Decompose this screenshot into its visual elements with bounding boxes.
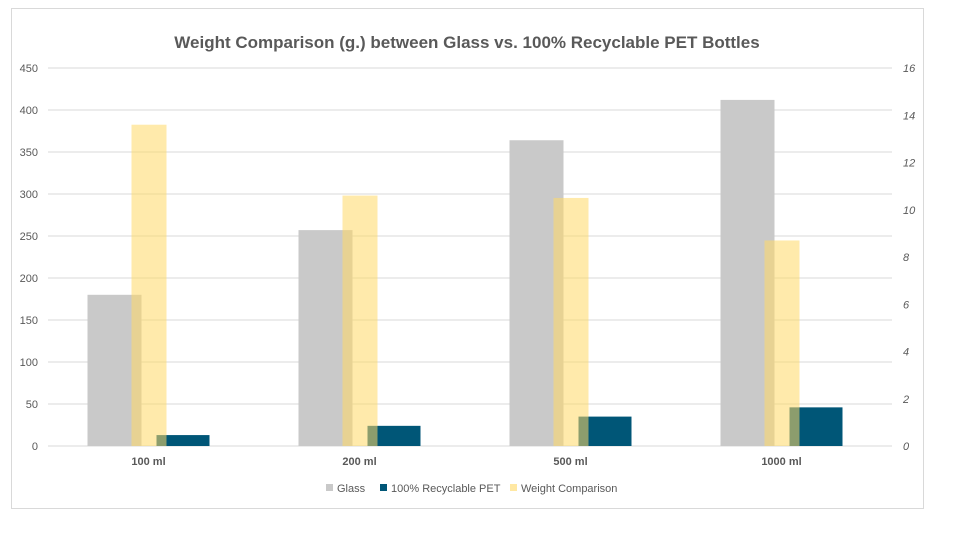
y2-tick-label: 16 [903,63,916,75]
y-tick-label: 350 [20,147,38,159]
bar-pet [156,435,210,446]
y-tick-label: 0 [32,441,38,453]
y2-tick-label: 8 [903,252,910,264]
y-tick-label: 50 [26,399,38,411]
bar-weight-comparison [342,195,378,446]
y2-tick-label: 4 [903,347,909,359]
y2-tick-label: 10 [903,205,916,217]
y-tick-label: 300 [20,189,38,201]
y2-tick-label: 0 [903,441,910,453]
legend-label: Glass [337,483,366,495]
legend-label: 100% Recyclable PET [391,483,501,495]
legend-swatch [326,484,333,491]
x-tick-label: 1000 ml [761,456,801,468]
y-tick-label: 150 [20,315,38,327]
y2-tick-label: 6 [903,299,910,311]
y-tick-label: 450 [20,63,38,75]
y-tick-label: 250 [20,231,38,243]
x-tick-label: 100 ml [131,456,165,468]
y2-tick-label: 14 [903,110,915,122]
x-tick-label: 200 ml [342,456,376,468]
bar-weight-comparison [764,240,800,446]
x-tick-label: 500 ml [553,456,587,468]
chart-title: Weight Comparison (g.) between Glass vs.… [174,33,759,52]
legend-swatch [510,484,517,491]
y-tick-label: 400 [20,105,38,117]
legend-label: Weight Comparison [521,483,617,495]
bar-pet [367,425,421,446]
bar-weight-comparison [553,197,589,446]
legend-swatch [380,484,387,491]
bar-weight-comparison [131,124,167,446]
y-tick-label: 100 [20,357,38,369]
y2-tick-label: 12 [903,158,915,170]
y-tick-label: 200 [20,273,38,285]
y2-tick-label: 2 [902,394,909,406]
